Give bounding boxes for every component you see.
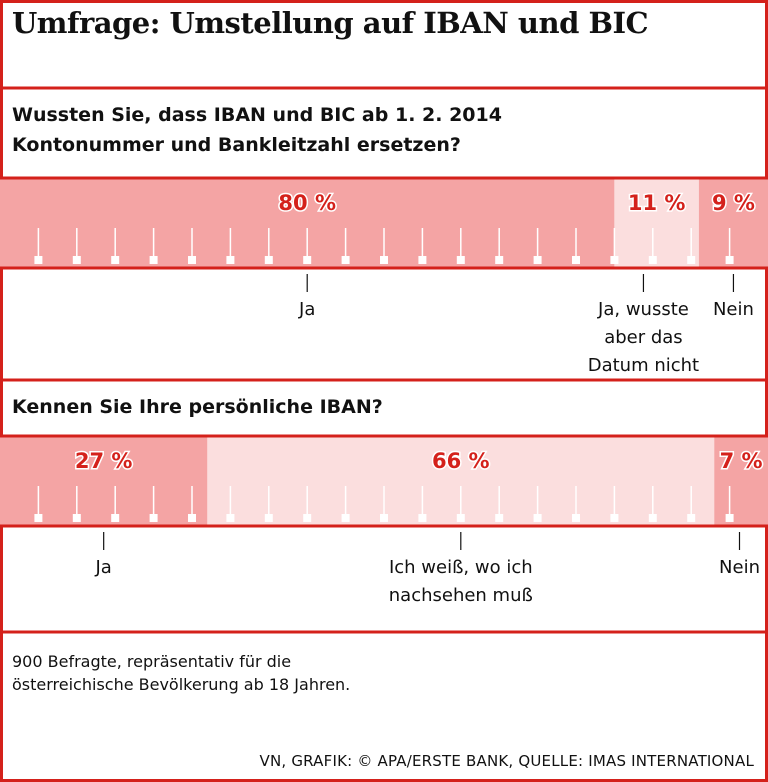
- tick-foot: [456, 256, 465, 264]
- value-label: 9 %: [712, 191, 755, 215]
- tick-foot: [725, 256, 734, 264]
- category-label: Ich weiß, wo ich nachsehen muß: [388, 557, 533, 606]
- bar-segment: [614, 178, 699, 268]
- tick-foot: [610, 514, 619, 522]
- bar-segment: [698, 178, 768, 268]
- tick-foot: [111, 514, 120, 522]
- tick-foot: [687, 256, 696, 264]
- tick-foot: [72, 256, 81, 264]
- tick-foot: [533, 256, 542, 264]
- tick-foot: [380, 514, 388, 522]
- category-label: Nein: [712, 299, 754, 320]
- tick-foot: [648, 514, 657, 522]
- tick-foot: [380, 256, 388, 264]
- tick-foot: [34, 256, 43, 264]
- tick-foot: [264, 256, 273, 264]
- value-label: 7 %: [720, 449, 763, 473]
- tick-foot: [456, 514, 465, 522]
- tick-foot: [226, 514, 235, 522]
- tick-foot: [572, 514, 580, 522]
- tick-foot: [495, 514, 504, 522]
- tick-foot: [572, 256, 580, 264]
- tick-foot: [495, 256, 504, 264]
- value-label: 27 %: [75, 449, 133, 473]
- tick-foot: [188, 256, 196, 264]
- page-title: Umfrage: Umstellung auf IBAN und BIC: [12, 6, 649, 40]
- tick-foot: [149, 256, 158, 264]
- tick-foot: [341, 256, 350, 264]
- bar-segment: [714, 436, 768, 526]
- category-label: Ja: [299, 299, 316, 320]
- category-label: Ja: [95, 557, 112, 578]
- category-label: Ja, wusste aber das Datum nicht: [587, 299, 700, 376]
- value-label: 80 %: [278, 191, 336, 215]
- tick-foot: [418, 514, 427, 522]
- bar-segment: [0, 436, 208, 526]
- tick-foot: [418, 256, 427, 264]
- tick-foot: [303, 514, 312, 522]
- category-label: Nein: [719, 557, 760, 578]
- tick-foot: [725, 514, 734, 522]
- source: VN, GRAFIK: © APA/ERSTE BANK, QUELLE: IM…: [259, 752, 754, 770]
- tick-foot: [149, 514, 158, 522]
- tick-foot: [341, 514, 350, 522]
- tick-foot: [648, 256, 657, 264]
- tick-foot: [226, 256, 235, 264]
- note: 900 Befragte, repräsentativ für die öste…: [12, 652, 351, 694]
- tick-foot: [610, 256, 619, 264]
- tick-foot: [687, 514, 696, 522]
- tick-foot: [264, 514, 273, 522]
- tick-foot: [188, 514, 196, 522]
- tick-foot: [72, 514, 81, 522]
- tick-foot: [533, 514, 542, 522]
- question: Wussten Sie, dass IBAN und BIC ab 1. 2. …: [12, 104, 502, 156]
- value-label: 66 %: [432, 449, 490, 473]
- value-label: 11 %: [628, 191, 686, 215]
- question: Kennen Sie Ihre persönliche IBAN?: [12, 396, 383, 418]
- tick-foot: [111, 256, 120, 264]
- tick-foot: [303, 256, 312, 264]
- tick-foot: [34, 514, 43, 522]
